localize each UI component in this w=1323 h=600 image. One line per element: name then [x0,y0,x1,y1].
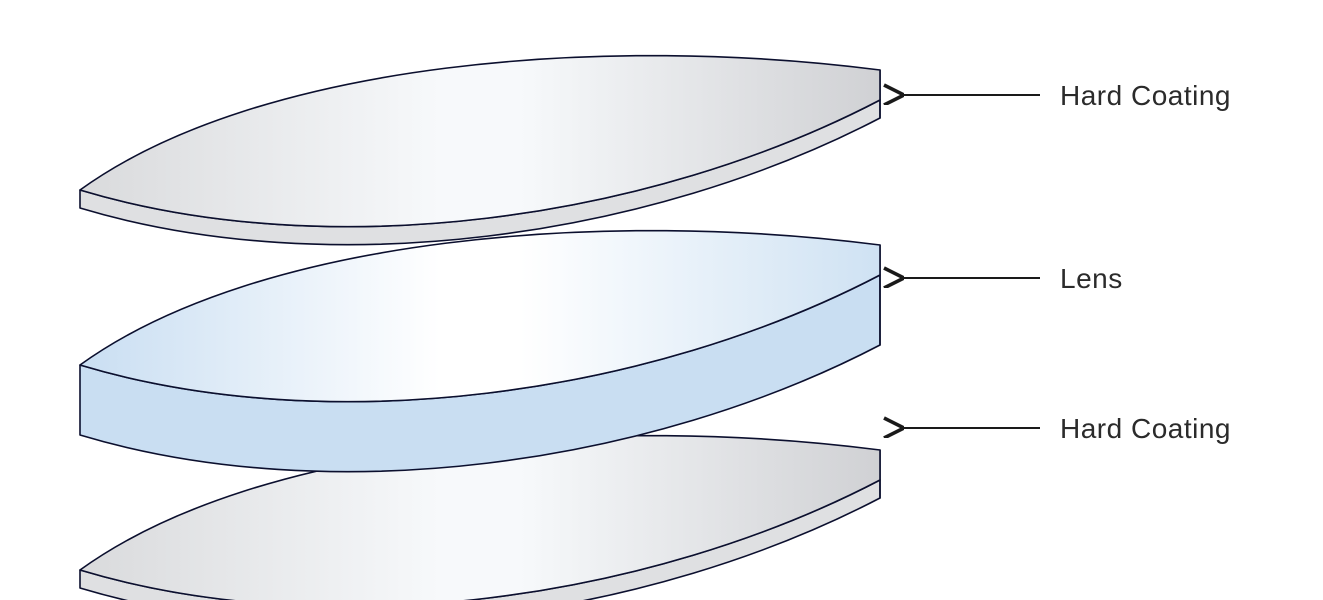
lens-layers-diagram: Hard Coating Lens Hard Coating [0,0,1323,600]
callout-label-middle: Lens [1060,263,1123,294]
layer-top [80,56,880,245]
callout-label-top: Hard Coating [1060,80,1231,111]
layer-top-top-surface [80,56,880,227]
layer-middle [80,231,880,472]
callout-label-bottom: Hard Coating [1060,413,1231,444]
